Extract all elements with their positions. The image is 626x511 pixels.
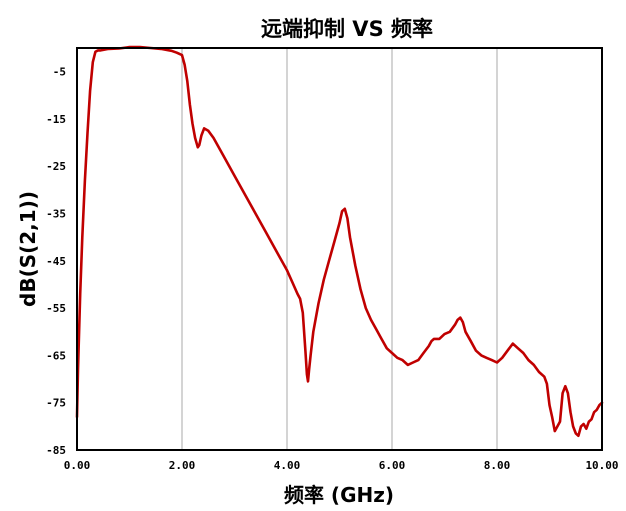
grid-lines: [181, 48, 498, 450]
x-tick-label: 6.00: [379, 459, 406, 472]
x-tick-label: 0.00: [64, 459, 91, 472]
x-axis-label: 频率 (GHz): [284, 483, 394, 507]
y-tick-label: -25: [46, 160, 66, 173]
y-tick-label: -75: [46, 397, 66, 410]
x-axis-ticks: 0.00 2.00 4.00 6.00 8.00 10.00: [64, 459, 619, 472]
x-tick-label: 10.00: [585, 459, 618, 472]
y-tick-label: -65: [46, 349, 66, 362]
x-tick-label: 4.00: [274, 459, 301, 472]
y-tick-label: -45: [46, 255, 66, 268]
y-axis-ticks: -5 -15 -25 -35 -45 -55 -65 -75 -85: [46, 66, 66, 457]
y-tick-label: -5: [53, 66, 66, 79]
y-tick-label: -55: [46, 302, 66, 315]
y-axis-label: dB(S(2,1)): [16, 191, 40, 307]
series-layer: [75, 45, 604, 438]
y-tick-label: -85: [46, 444, 66, 457]
x-tick-label: 8.00: [484, 459, 511, 472]
plot-frame: [76, 47, 603, 451]
x-tick-label: 2.00: [169, 459, 196, 472]
y-tick-label: -35: [46, 208, 66, 221]
y-tick-label: -15: [46, 113, 66, 126]
chart-title: 远端抑制 VS 频率: [261, 17, 433, 41]
series-line: [75, 45, 604, 438]
